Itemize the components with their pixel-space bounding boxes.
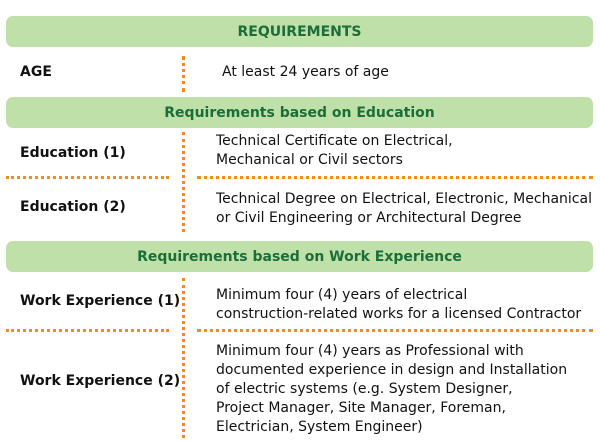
work-experience-2-line: Electrician, System Engineer) <box>216 419 423 435</box>
education-row-separator-right <box>197 176 593 179</box>
education-divider <box>182 132 185 232</box>
education-2-line: or Civil Engineering or Architectural De… <box>216 210 522 226</box>
work-experience-2-line: of electric systems (e.g. System Designe… <box>216 381 513 397</box>
work-experience-2-value: Minimum four (4) years as Professional w… <box>216 342 567 437</box>
education-2-line: Technical Degree on Electrical, Electron… <box>216 191 592 207</box>
experience-section-header: Requirements based on Work Experience <box>6 241 593 272</box>
experience-row-separator-right <box>197 329 593 332</box>
experience-section-title: Requirements based on Work Experience <box>137 248 462 265</box>
education-section-header: Requirements based on Education <box>6 97 593 128</box>
education-section-title: Requirements based on Education <box>164 104 435 121</box>
requirements-title: REQUIREMENTS <box>237 23 362 40</box>
experience-row-separator-left <box>6 329 169 332</box>
education-row-separator-left <box>6 176 169 179</box>
work-experience-1-label: Work Experience (1) <box>20 293 181 309</box>
age-label: AGE <box>20 64 52 80</box>
work-experience-2-line: Minimum four (4) years as Professional w… <box>216 343 524 359</box>
education-2-label: Education (2) <box>20 199 126 215</box>
education-2-value: Technical Degree on Electrical, Electron… <box>216 190 592 228</box>
work-experience-2-line: documented experience in design and Inst… <box>216 362 568 378</box>
work-experience-2-label: Work Experience (2) <box>20 373 181 389</box>
requirements-header: REQUIREMENTS <box>6 16 593 47</box>
age-value: At least 24 years of age <box>222 64 389 80</box>
work-experience-1-line: Minimum four (4) years of electrical <box>216 287 468 303</box>
education-1-line: Mechanical or Civil sectors <box>216 152 403 168</box>
education-1-line: Technical Certificate on Electrical, <box>216 133 453 149</box>
work-experience-1-value: Minimum four (4) years of electrical con… <box>216 286 581 324</box>
education-1-value: Technical Certificate on Electrical, Mec… <box>216 132 453 170</box>
age-divider <box>182 56 185 92</box>
experience-divider <box>182 278 185 438</box>
work-experience-1-line: construction-related works for a license… <box>216 306 582 322</box>
work-experience-2-line: Project Manager, Site Manager, Foreman, <box>216 400 506 416</box>
education-1-label: Education (1) <box>20 145 126 161</box>
